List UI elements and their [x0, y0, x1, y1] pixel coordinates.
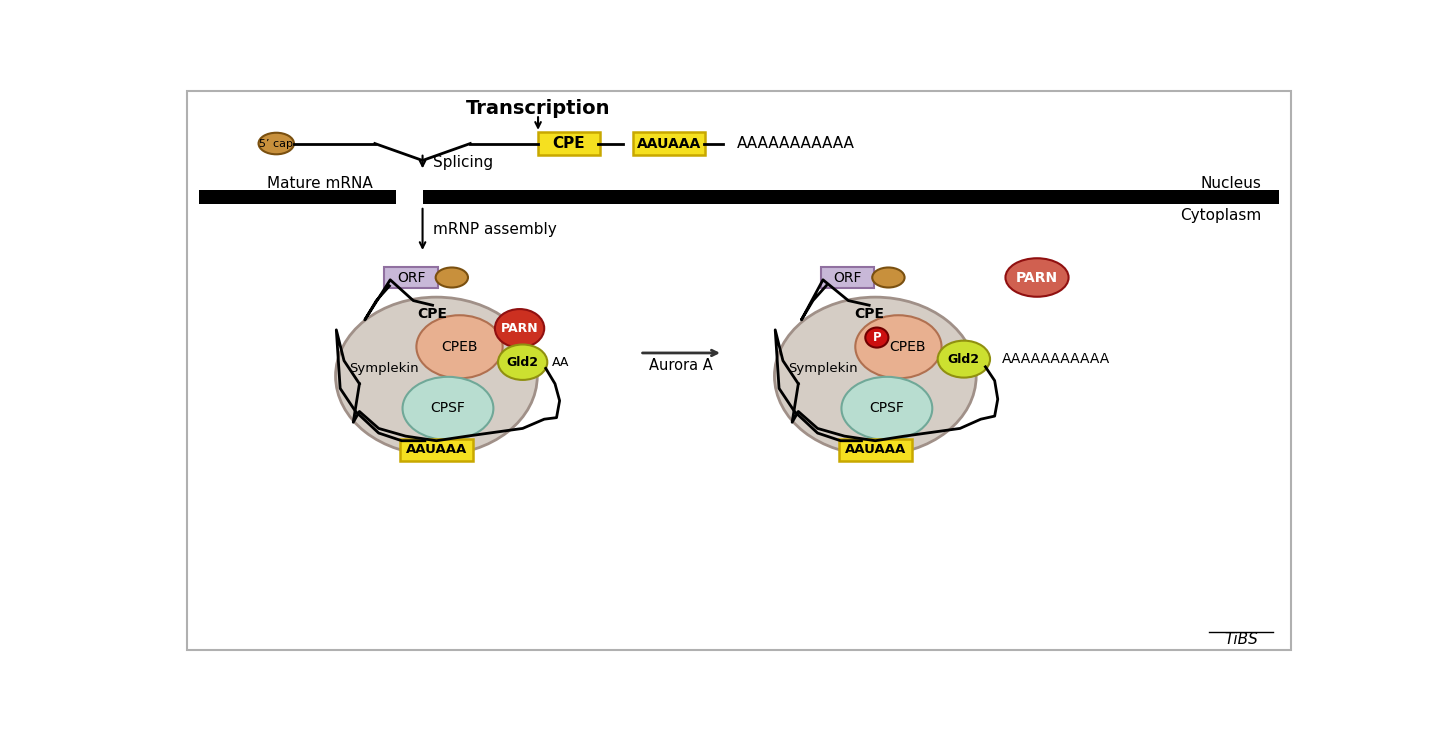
Ellipse shape [417, 315, 503, 378]
FancyBboxPatch shape [820, 267, 874, 288]
Ellipse shape [497, 344, 548, 380]
FancyBboxPatch shape [839, 304, 898, 325]
Ellipse shape [865, 327, 888, 348]
Text: AAUAAA: AAUAAA [845, 443, 906, 457]
Text: AAAAAAAAAAA: AAAAAAAAAAA [1002, 352, 1110, 366]
Text: Gld2: Gld2 [506, 356, 539, 368]
Text: Symplekin: Symplekin [349, 362, 418, 375]
Ellipse shape [872, 267, 904, 288]
Text: TiBS: TiBS [1224, 632, 1257, 647]
Text: mRNP assembly: mRNP assembly [434, 222, 557, 237]
Text: CPE: CPE [854, 308, 884, 321]
FancyBboxPatch shape [633, 132, 705, 155]
Text: PARN: PARN [500, 321, 538, 335]
Text: Transcription: Transcription [466, 98, 610, 117]
Text: Nucleus: Nucleus [1201, 176, 1262, 191]
FancyBboxPatch shape [538, 132, 600, 155]
Text: CPSF: CPSF [870, 401, 904, 415]
Text: AAUAAA: AAUAAA [637, 137, 701, 150]
Text: P: P [872, 331, 881, 344]
FancyBboxPatch shape [839, 439, 911, 461]
Ellipse shape [937, 341, 991, 377]
Text: CPEB: CPEB [890, 340, 926, 354]
FancyBboxPatch shape [404, 304, 461, 325]
Ellipse shape [855, 315, 942, 378]
Text: CPSF: CPSF [431, 401, 466, 415]
Ellipse shape [842, 377, 933, 440]
Ellipse shape [258, 133, 294, 154]
Text: CPE: CPE [418, 308, 447, 321]
Text: PARN: PARN [1017, 271, 1058, 285]
Bar [199, 191, 395, 204]
Text: CPEB: CPEB [441, 340, 477, 354]
Ellipse shape [774, 297, 976, 455]
Text: CPE: CPE [552, 136, 585, 151]
Text: AAUAAA: AAUAAA [405, 443, 467, 457]
Text: Cytoplasm: Cytoplasm [1181, 208, 1262, 222]
Ellipse shape [435, 267, 469, 288]
Text: ORF: ORF [397, 271, 425, 285]
FancyBboxPatch shape [385, 267, 437, 288]
Text: Mature mRNA: Mature mRNA [267, 176, 373, 191]
FancyBboxPatch shape [401, 439, 473, 461]
Ellipse shape [495, 309, 544, 348]
Bar [423, 191, 1279, 204]
Text: Aurora A: Aurora A [649, 357, 714, 373]
Text: ORF: ORF [833, 271, 862, 285]
Text: Symplekin: Symplekin [789, 362, 858, 375]
Ellipse shape [336, 297, 538, 455]
Text: Splicing: Splicing [434, 154, 493, 170]
Text: AA: AA [552, 356, 570, 368]
Ellipse shape [1005, 258, 1069, 297]
Text: AAAAAAAAAAA: AAAAAAAAAAA [737, 136, 855, 151]
Text: 5’ cap: 5’ cap [260, 139, 293, 148]
Ellipse shape [402, 377, 493, 440]
Text: Gld2: Gld2 [947, 352, 981, 366]
